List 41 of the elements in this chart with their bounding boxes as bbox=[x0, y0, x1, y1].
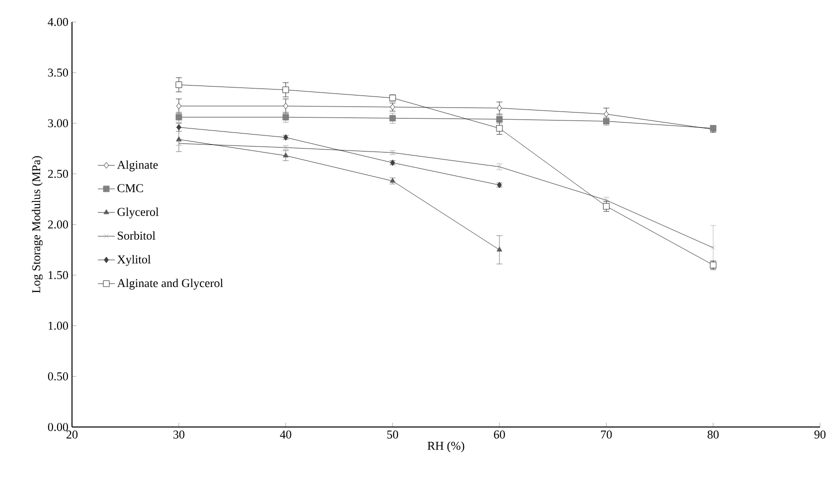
point bbox=[282, 114, 289, 120]
point bbox=[176, 102, 182, 110]
y-tick-label: 0.00 bbox=[48, 422, 68, 432]
point bbox=[496, 125, 503, 132]
x-tick-label: 90 bbox=[814, 430, 826, 439]
x-tick-label: 50 bbox=[387, 430, 398, 439]
legend-label: Alginate bbox=[117, 160, 158, 172]
y-tick-label: 0.50 bbox=[48, 372, 68, 380]
y-tick-label: 2.50 bbox=[48, 170, 68, 178]
x-tick-label: 20 bbox=[66, 430, 78, 439]
point bbox=[176, 124, 182, 130]
y-axis-title: Log Storage Modulus (MPa) bbox=[32, 156, 43, 294]
y-tick-label: 2.00 bbox=[48, 220, 68, 229]
x-tick-label: 80 bbox=[708, 430, 719, 439]
point bbox=[604, 110, 609, 118]
point bbox=[710, 245, 716, 250]
point bbox=[176, 114, 182, 120]
point bbox=[176, 136, 182, 142]
legend-label: Glycerol bbox=[118, 208, 159, 218]
point bbox=[176, 82, 182, 88]
point bbox=[496, 116, 503, 122]
x-tick-label: 30 bbox=[173, 430, 184, 439]
x-tick-label: 40 bbox=[280, 430, 292, 439]
point bbox=[282, 86, 289, 94]
y-tick-label: 4.00 bbox=[48, 18, 68, 26]
legend-label: Xylitol bbox=[117, 255, 151, 266]
legend-label: Sorbitol bbox=[118, 231, 156, 240]
point bbox=[496, 104, 502, 112]
legend-label: CMC bbox=[118, 184, 143, 192]
point bbox=[283, 102, 288, 110]
x-tick-label: 70 bbox=[601, 430, 612, 439]
point bbox=[496, 246, 502, 252]
x-tick-label: 60 bbox=[494, 430, 505, 439]
y-tick-label: 3.50 bbox=[48, 68, 68, 77]
legend-label: Alginate and Glycerol bbox=[117, 278, 224, 290]
y-tick-label: 1.00 bbox=[48, 322, 68, 330]
x-axis-title: RH (%) bbox=[428, 441, 464, 452]
point bbox=[282, 152, 289, 158]
y-tick-label: 1.50 bbox=[48, 271, 68, 280]
point bbox=[389, 114, 396, 122]
y-tick-label: 3.00 bbox=[48, 119, 68, 128]
